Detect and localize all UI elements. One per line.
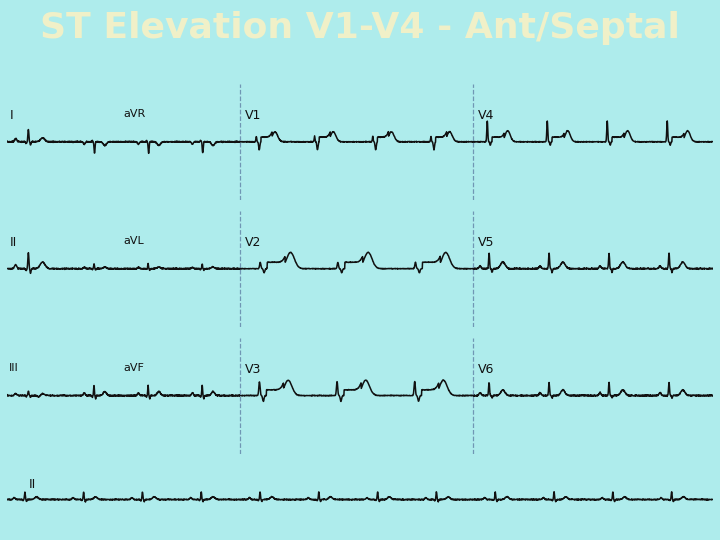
Text: ST Elevation V1-V4 - Ant/Septal: ST Elevation V1-V4 - Ant/Septal [40, 11, 680, 45]
Text: II: II [9, 236, 17, 249]
Text: aVF: aVF [123, 363, 144, 373]
Text: V5: V5 [477, 236, 494, 249]
Text: I: I [9, 109, 13, 122]
Text: V3: V3 [245, 363, 261, 376]
Text: III: III [9, 363, 19, 373]
Text: V2: V2 [245, 236, 261, 249]
Text: V1: V1 [245, 109, 261, 122]
Text: II: II [28, 478, 35, 491]
Text: aVR: aVR [123, 109, 145, 119]
Text: V4: V4 [477, 109, 494, 122]
Text: aVL: aVL [123, 236, 144, 246]
Text: V6: V6 [477, 363, 494, 376]
